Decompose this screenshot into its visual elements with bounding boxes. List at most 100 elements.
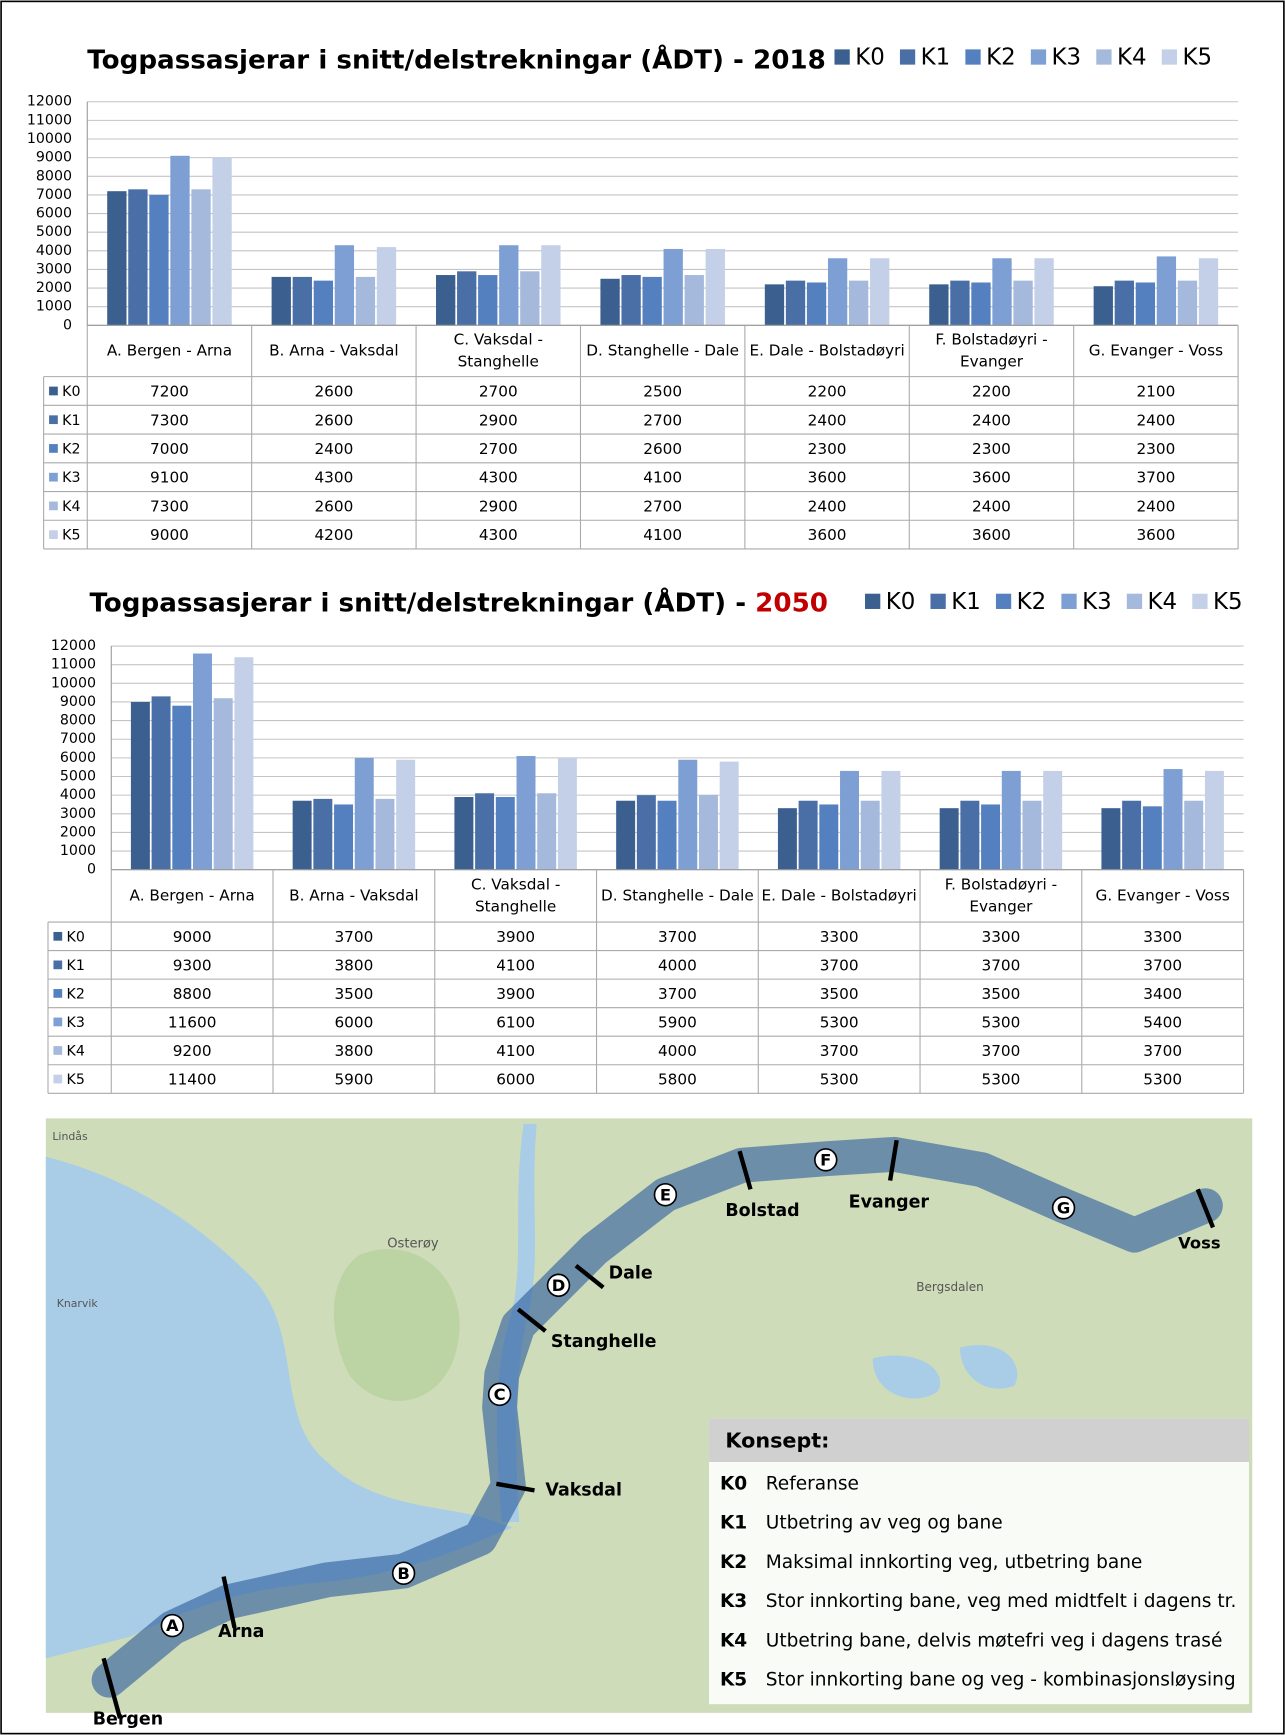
section-marker [546,1273,571,1298]
section-divider [574,1263,605,1290]
legend-label: K3 [1082,589,1112,615]
table-cell: 9100 [150,469,189,487]
legend-label: K2 [1017,589,1047,615]
table-cell: 9000 [150,526,189,544]
table-cell: 3600 [972,469,1011,487]
y-tick-label: 2000 [36,280,72,296]
legend-code: K5 [720,1670,747,1691]
bar [478,275,498,326]
table-cell: 6000 [496,1071,535,1089]
section-divider [495,1481,535,1493]
table-cell: 4100 [643,469,682,487]
table-cell: 2200 [972,383,1011,401]
legend-swatch [1126,593,1143,609]
table-cell: 3700 [658,928,697,946]
table-cell: 2700 [479,440,518,458]
legend-swatch [965,49,981,65]
y-tick-label: 6000 [36,206,72,222]
y-tick-label: 12000 [27,94,72,110]
table-row-label: K3 [62,470,80,486]
table-swatch [53,989,63,998]
x-category-label: Stanghelle [475,897,556,915]
section-divider [221,1576,237,1629]
section-divider [1195,1188,1216,1229]
table-swatch [49,415,58,425]
bar [684,275,704,326]
legend-swatch [995,593,1012,609]
legend-box [709,1418,1250,1705]
place-label: Knarvik [57,1297,99,1310]
table-cell: 5300 [820,1014,859,1032]
table-cell: 3900 [496,928,535,946]
table-cell: 7300 [150,411,189,429]
table-cell: 3800 [334,956,373,974]
chart-title: Togpassasjerar i snitt/delstrekningar (Å… [89,586,828,618]
table-cell: 2400 [1136,497,1175,515]
x-category-label: G. Evanger - Voss [1089,341,1223,359]
table-cell: 3700 [1143,1042,1182,1060]
place-label: Osterøy [387,1236,439,1251]
bar [475,793,495,870]
table-swatch [49,444,58,453]
bar [1093,286,1113,326]
place-label: Vaksdal [545,1480,622,1500]
section-letter: D [552,1276,566,1295]
table-cell: 7300 [150,497,189,515]
table-cell: 9000 [173,928,212,946]
bar [376,247,397,326]
y-tick-label: 5000 [60,769,96,785]
y-tick-label: 10000 [27,131,72,147]
bar [1114,280,1134,326]
bar [213,698,233,870]
bar [313,280,333,326]
table-cell: 5300 [820,1071,859,1089]
legend-text: Stor innkorting bane, veg med midtfelt i… [766,1591,1237,1612]
table-cell: 2700 [479,383,518,401]
table-cell: 2700 [643,497,682,515]
table-cell: 3300 [820,928,859,946]
bar [600,278,620,326]
table-row-label: K3 [67,1015,85,1031]
bar [436,275,456,326]
table-cell: 4200 [314,526,353,544]
section-marker [653,1183,678,1207]
table-cell: 5900 [334,1071,373,1089]
table-cell: 3700 [981,1042,1020,1060]
place-label: Lindås [52,1130,88,1143]
chart-title-text: Togpassasjerar i snitt/delstrekningar (Å… [87,43,753,75]
x-category-label: A. Bergen - Arna [130,886,255,904]
bar [960,800,980,870]
table-cell: 5300 [981,1014,1020,1032]
section-letter: F [820,1150,831,1169]
bar [520,271,540,326]
bar [557,757,577,870]
bar [616,800,636,870]
table-cell: 3300 [1143,928,1182,946]
table-cell: 4100 [643,526,682,544]
table-row-label: K5 [62,528,80,544]
table-cell: 3700 [658,985,697,1003]
table-cell: 3600 [972,526,1011,544]
bar [1034,258,1054,326]
bar [971,282,991,326]
table-swatch [53,960,63,970]
legend-label: K1 [921,45,951,71]
bar [516,756,536,870]
table-cell: 3700 [334,928,373,946]
bar [396,759,416,870]
legend-swatch [1192,593,1208,609]
legend-code: K1 [720,1513,747,1534]
bar [798,800,818,870]
table-row-label: K2 [67,986,85,1002]
bar [698,795,718,870]
section-marker [391,1561,416,1585]
legend-swatch [1096,49,1112,65]
table-cell: 2600 [314,411,353,429]
table-cell: 3800 [334,1042,373,1060]
bar [234,657,254,870]
bar [1135,282,1156,326]
bar [130,701,150,870]
bar [657,800,677,870]
x-category-label: A. Bergen - Arna [107,341,232,359]
